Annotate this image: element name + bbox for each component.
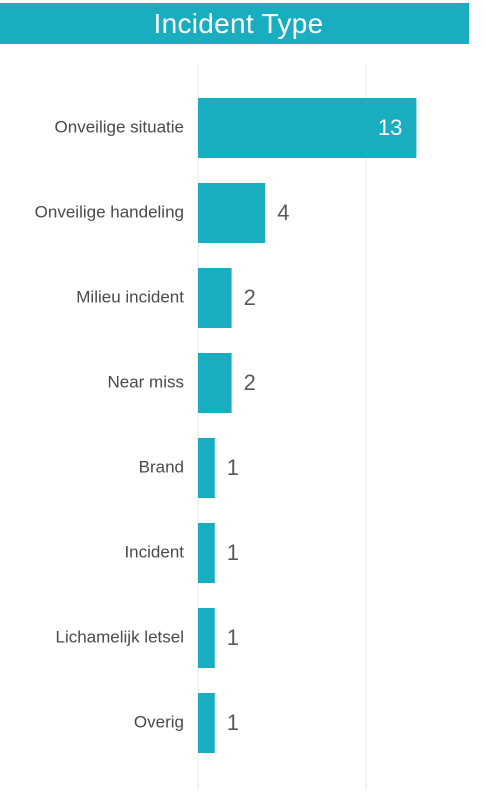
- bar[interactable]: [198, 438, 215, 498]
- data-label: 2: [244, 285, 256, 310]
- category-label: Brand: [139, 457, 184, 476]
- category-label: Incident: [124, 542, 184, 561]
- category-label: Lichamelijk letsel: [56, 627, 185, 646]
- data-label: 1: [227, 710, 239, 735]
- bar[interactable]: [198, 98, 417, 158]
- bar[interactable]: [198, 608, 215, 668]
- chart-title: Incident Type: [153, 7, 324, 39]
- category-label: Near miss: [107, 372, 184, 391]
- data-label: 4: [277, 200, 289, 225]
- category-label: Onveilige situatie: [55, 117, 184, 136]
- bar[interactable]: [198, 523, 215, 583]
- category-label: Onveilige handeling: [35, 202, 184, 221]
- category-label: Overig: [134, 712, 184, 731]
- bar[interactable]: [198, 183, 266, 243]
- data-label: 1: [227, 455, 239, 480]
- chart-title-bar: Incident Type: [0, 3, 469, 44]
- bar[interactable]: [198, 268, 232, 328]
- category-label: Milieu incident: [76, 287, 184, 306]
- bar[interactable]: [198, 353, 232, 413]
- bar[interactable]: [198, 693, 215, 753]
- data-label: 1: [227, 625, 239, 650]
- data-label: 2: [244, 370, 256, 395]
- data-label: 1: [227, 540, 239, 565]
- data-label: 13: [378, 115, 402, 140]
